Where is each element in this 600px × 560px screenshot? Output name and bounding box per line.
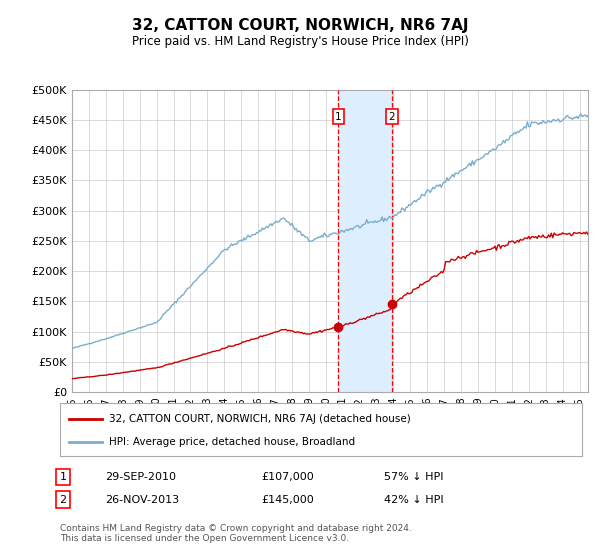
Text: Contains HM Land Registry data © Crown copyright and database right 2024.
This d: Contains HM Land Registry data © Crown c… — [60, 524, 412, 543]
Text: HPI: Average price, detached house, Broadland: HPI: Average price, detached house, Broa… — [109, 436, 355, 446]
Text: 32, CATTON COURT, NORWICH, NR6 7AJ (detached house): 32, CATTON COURT, NORWICH, NR6 7AJ (deta… — [109, 414, 411, 424]
Text: 1: 1 — [335, 112, 342, 122]
Text: Price paid vs. HM Land Registry's House Price Index (HPI): Price paid vs. HM Land Registry's House … — [131, 35, 469, 49]
Text: 2: 2 — [388, 112, 395, 122]
Bar — [338, 90, 392, 392]
Text: 26-NOV-2013: 26-NOV-2013 — [105, 494, 179, 505]
Text: 42% ↓ HPI: 42% ↓ HPI — [384, 494, 443, 505]
Text: 32, CATTON COURT, NORWICH, NR6 7AJ: 32, CATTON COURT, NORWICH, NR6 7AJ — [132, 18, 468, 32]
Text: 1: 1 — [59, 472, 67, 482]
Text: £107,000: £107,000 — [261, 472, 314, 482]
Text: 2: 2 — [59, 494, 67, 505]
Text: 57% ↓ HPI: 57% ↓ HPI — [384, 472, 443, 482]
Text: £145,000: £145,000 — [261, 494, 314, 505]
Text: 29-SEP-2010: 29-SEP-2010 — [105, 472, 176, 482]
